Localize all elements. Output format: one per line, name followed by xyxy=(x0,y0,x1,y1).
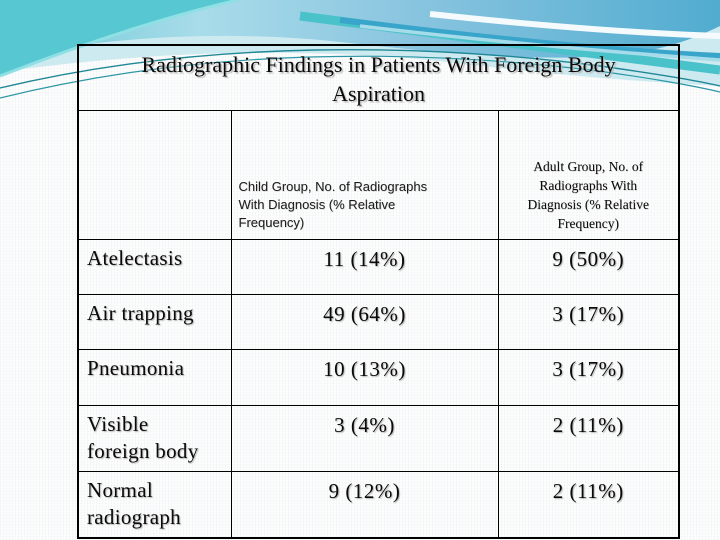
child-value: 11 (14%) xyxy=(230,238,499,295)
slide-title: Radiographic Findings in Patients With F… xyxy=(77,44,680,111)
row-label: Atelectasis xyxy=(77,238,232,295)
header-row: Child Group, No. of Radiographs With Dia… xyxy=(77,109,680,240)
title-line: Radiographic Findings in Patients With F… xyxy=(141,51,616,77)
row-label-text: Air trapping xyxy=(87,300,194,325)
row-label: Pneumonia xyxy=(77,348,232,406)
header-line: Frequency) xyxy=(557,215,619,231)
header-line: With Diagnosis (% Relative xyxy=(238,196,396,212)
header-line: Child Group, No. of Radiographs xyxy=(238,178,428,194)
table-row: Normal radiograph 9 (12%) 2 (11%) xyxy=(77,470,680,539)
header-line: Radiographs With xyxy=(539,177,638,193)
adult-value: 3 (17%) xyxy=(497,293,680,350)
table-row: Atelectasis 11 (14%) 9 (50%) xyxy=(77,238,680,295)
title-line: Aspiration xyxy=(332,80,425,106)
child-value: 49 (64%) xyxy=(230,293,499,350)
table-row: Air trapping 49 (64%) 3 (17%) xyxy=(77,293,680,350)
header-line: Frequency) xyxy=(238,214,305,230)
row-label-text: Normal radiograph xyxy=(87,477,181,529)
child-value: 9 (12%) xyxy=(230,470,499,539)
adult-value: 9 (50%) xyxy=(497,238,680,295)
child-group-column-header: Child Group, No. of Radiographs With Dia… xyxy=(230,109,499,240)
row-label: Air trapping xyxy=(77,293,232,350)
adult-value: 2 (11%) xyxy=(497,404,680,472)
row-label-text: Pneumonia xyxy=(87,355,185,380)
table-row: Visible foreign body 3 (4%) 2 (11%) xyxy=(77,404,680,472)
child-value: 3 (4%) xyxy=(230,404,499,472)
adult-value: 3 (17%) xyxy=(497,348,680,406)
adult-value: 2 (11%) xyxy=(497,470,680,539)
child-value: 10 (13%) xyxy=(230,348,499,406)
empty-header-cell xyxy=(77,109,232,240)
findings-table: Radiographic Findings in Patients With F… xyxy=(77,44,681,539)
turquoise-wedge-edge xyxy=(0,0,239,78)
row-label-text: Atelectasis xyxy=(87,245,183,270)
table-row: Pneumonia 10 (13%) 3 (17%) xyxy=(77,348,680,406)
header-line: Adult Group, No. of xyxy=(533,158,644,174)
row-label: Visible foreign body xyxy=(77,404,232,472)
row-label: Normal radiograph xyxy=(77,470,232,539)
header-line: Diagnosis (% Relative xyxy=(527,196,649,212)
title-row: Radiographic Findings in Patients With F… xyxy=(77,44,680,111)
white-swoosh-shape xyxy=(429,11,720,39)
turquoise-wedge-shape xyxy=(0,0,238,76)
row-label-text: Visible foreign body xyxy=(87,411,199,463)
adult-group-column-header: Adult Group, No. of Radiographs With Dia… xyxy=(497,109,680,240)
